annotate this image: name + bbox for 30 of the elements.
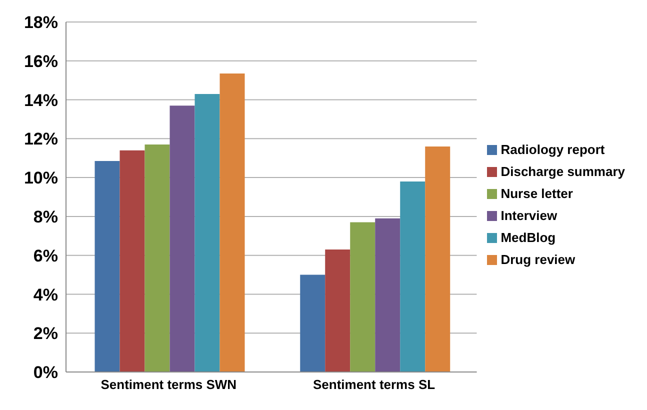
bar <box>425 146 450 372</box>
bar <box>144 144 170 372</box>
y-tick-label: 10% <box>24 168 58 188</box>
y-tick-label: 14% <box>24 90 58 110</box>
bar <box>170 106 195 372</box>
y-tick-label: 4% <box>33 285 58 304</box>
bar <box>400 181 426 372</box>
legend-label: Radiology report <box>500 142 605 157</box>
x-tick-label: Sentiment terms SL <box>312 377 436 392</box>
x-tick-label: Sentiment terms SWN <box>100 377 237 392</box>
y-tick-label: 12% <box>24 130 58 149</box>
bar <box>220 74 245 372</box>
bar <box>350 222 376 372</box>
bar <box>300 274 326 372</box>
y-tick-label: 16% <box>24 52 58 71</box>
legend-label: Nurse letter <box>500 186 573 201</box>
legend-label: Interview <box>500 208 558 223</box>
bar <box>375 218 400 372</box>
y-tick-label: 0% <box>33 363 58 382</box>
bar <box>120 150 145 372</box>
legend-label: MedBlog <box>500 230 556 245</box>
y-tick-label: 8% <box>33 207 58 226</box>
y-tick-label: 6% <box>33 246 58 266</box>
y-tick-label: 18% <box>24 13 58 32</box>
bar <box>194 94 220 372</box>
y-tick-label: 2% <box>33 324 58 344</box>
legend-label: Drug review <box>500 252 576 267</box>
legend-label: Discharge summary <box>500 164 625 179</box>
bar <box>94 161 120 372</box>
bar <box>325 250 350 372</box>
